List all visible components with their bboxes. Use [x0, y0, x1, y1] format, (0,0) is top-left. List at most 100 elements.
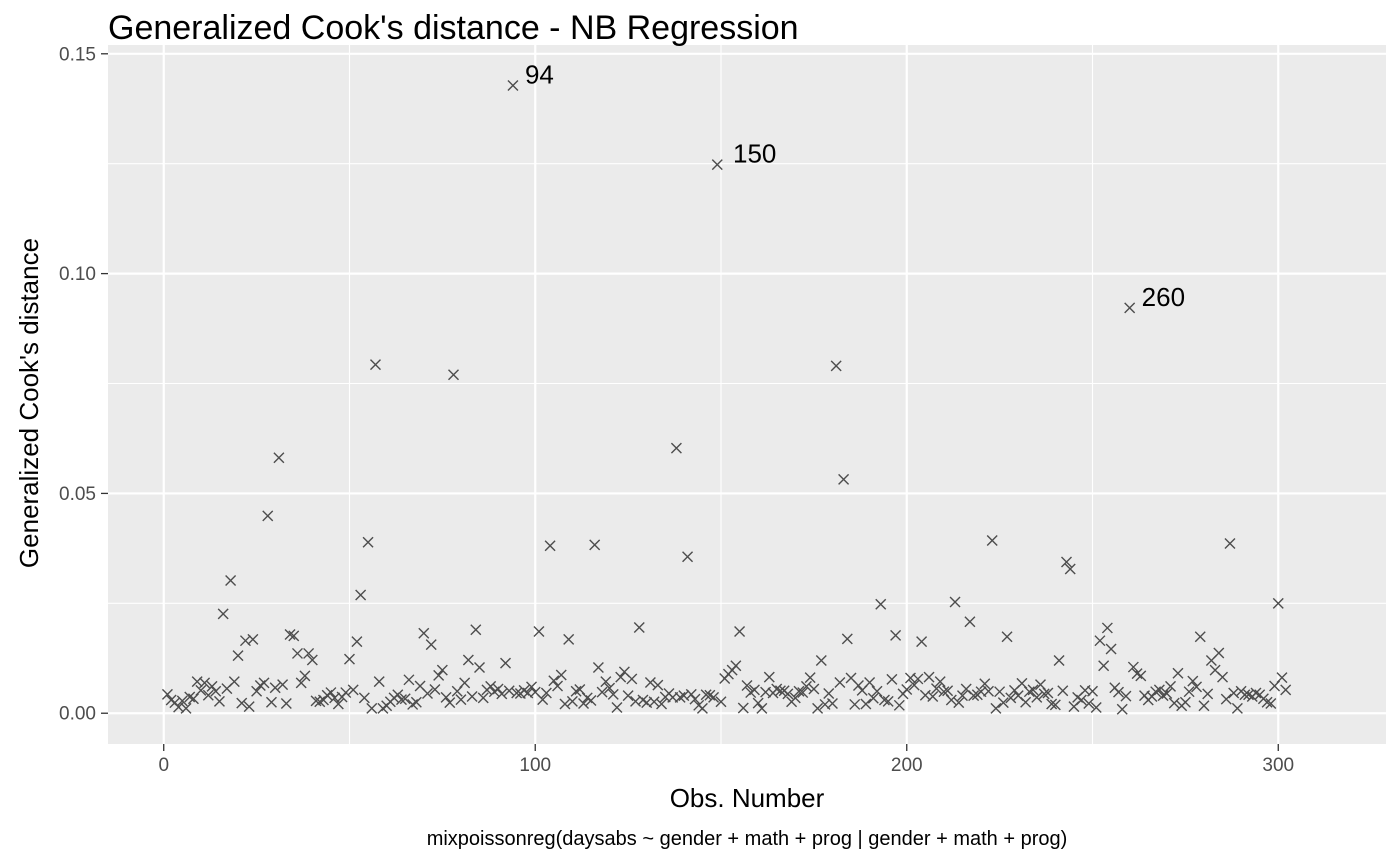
- data-point: [399, 693, 411, 705]
- data-point: [1023, 686, 1035, 698]
- data-point: [392, 689, 404, 701]
- data-point: [1165, 680, 1177, 692]
- data-point: [462, 654, 474, 666]
- data-point: [496, 688, 508, 700]
- data-point: [1265, 698, 1277, 710]
- data-point: [507, 79, 519, 91]
- data-point: [1042, 687, 1054, 699]
- data-point: [199, 677, 211, 689]
- data-point: [737, 702, 749, 714]
- data-point: [1005, 692, 1017, 704]
- data-point: [670, 442, 682, 454]
- data-point: [1027, 684, 1039, 696]
- data-point: [1276, 672, 1288, 684]
- data-point: [343, 653, 355, 665]
- data-point: [800, 680, 812, 692]
- data-point: [347, 684, 359, 696]
- data-point: [923, 671, 935, 683]
- data-point: [1113, 686, 1125, 698]
- data-point: [864, 676, 876, 688]
- data-point: [656, 698, 668, 710]
- data-point: [1153, 684, 1165, 696]
- data-point: [1161, 687, 1173, 699]
- data-point: [734, 625, 746, 637]
- data-point: [633, 622, 645, 633]
- data-point: [741, 680, 753, 692]
- data-point: [1172, 667, 1184, 679]
- data-point: [477, 692, 489, 704]
- data-point: [265, 696, 277, 708]
- data-point: [674, 691, 686, 703]
- data-point: [578, 698, 590, 710]
- data-point: [949, 596, 961, 608]
- data-point: [1243, 689, 1255, 701]
- data-point: [774, 685, 786, 697]
- data-point: [540, 687, 552, 699]
- data-point: [485, 680, 497, 692]
- data-point: [622, 690, 634, 702]
- data-point: [1038, 688, 1050, 700]
- point-annotations: 94 150 260: [525, 59, 1185, 311]
- data-point: [711, 159, 723, 171]
- data-point: [1194, 631, 1206, 643]
- data-point: [990, 702, 1002, 714]
- data-point: [1261, 696, 1273, 708]
- x-axis-title: Obs. Number: [670, 783, 825, 813]
- data-point: [585, 694, 597, 706]
- data-point: [273, 452, 285, 464]
- x-tick-label: 0: [158, 755, 169, 776]
- data-point: [366, 702, 378, 714]
- data-point: [849, 698, 861, 710]
- data-point: [997, 697, 1009, 709]
- data-point: [871, 685, 883, 697]
- data-point: [355, 589, 367, 601]
- data-point: [1124, 302, 1136, 314]
- data-point: [570, 685, 582, 697]
- data-point: [351, 636, 363, 648]
- data-point: [526, 681, 538, 693]
- data-point: [1135, 670, 1147, 682]
- data-point: [410, 696, 422, 708]
- data-point: [685, 688, 697, 700]
- data-point: [823, 687, 835, 699]
- chart-caption: mixpoissonreg(daysabs ~ gender + math + …: [427, 828, 1068, 850]
- data-point: [901, 683, 913, 695]
- data-point: [436, 664, 448, 676]
- data-point: [756, 702, 768, 714]
- data-point: [459, 677, 471, 689]
- data-point: [1168, 697, 1180, 709]
- data-point: [1239, 689, 1251, 701]
- data-point: [369, 359, 381, 371]
- data-point: [1105, 643, 1117, 655]
- data-point: [232, 650, 244, 662]
- data-point: [262, 510, 274, 522]
- data-point: [1150, 686, 1162, 698]
- data-point: [1250, 687, 1262, 699]
- data-point: [306, 654, 318, 666]
- data-point: [927, 691, 939, 703]
- data-point: [332, 698, 344, 710]
- data-point: [444, 697, 456, 709]
- data-point: [440, 691, 452, 703]
- data-point: [206, 680, 218, 692]
- data-point: [945, 694, 957, 706]
- data-point: [1202, 688, 1214, 700]
- data-point: [930, 683, 942, 695]
- data-point: [325, 687, 337, 699]
- data-point: [537, 694, 549, 706]
- y-tick-label: 0.05: [59, 484, 96, 505]
- data-point: [425, 639, 437, 651]
- x-tick-label: 200: [891, 755, 923, 776]
- data-point: [1120, 690, 1132, 702]
- data-point: [1075, 694, 1087, 706]
- data-point: [782, 688, 794, 700]
- data-point: [834, 676, 846, 688]
- chart-title: Generalized Cook's distance - NB Regress…: [108, 9, 799, 47]
- data-point: [180, 702, 192, 714]
- data-point: [362, 536, 374, 548]
- data-point: [934, 676, 946, 688]
- data-point: [604, 682, 616, 694]
- data-point: [433, 669, 445, 681]
- y-tick-labels: 0.00 0.05 0.10 0.15: [59, 44, 96, 724]
- data-point: [789, 692, 801, 704]
